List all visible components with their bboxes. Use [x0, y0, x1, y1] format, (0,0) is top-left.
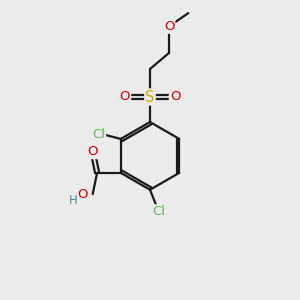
Text: Cl: Cl: [92, 128, 105, 141]
Text: S: S: [145, 89, 155, 104]
Text: Cl: Cl: [152, 205, 165, 218]
Text: O: O: [120, 91, 130, 103]
Text: O: O: [77, 188, 88, 200]
Text: O: O: [164, 20, 174, 33]
Text: O: O: [88, 145, 98, 158]
Text: H: H: [69, 194, 78, 207]
Text: O: O: [170, 91, 180, 103]
